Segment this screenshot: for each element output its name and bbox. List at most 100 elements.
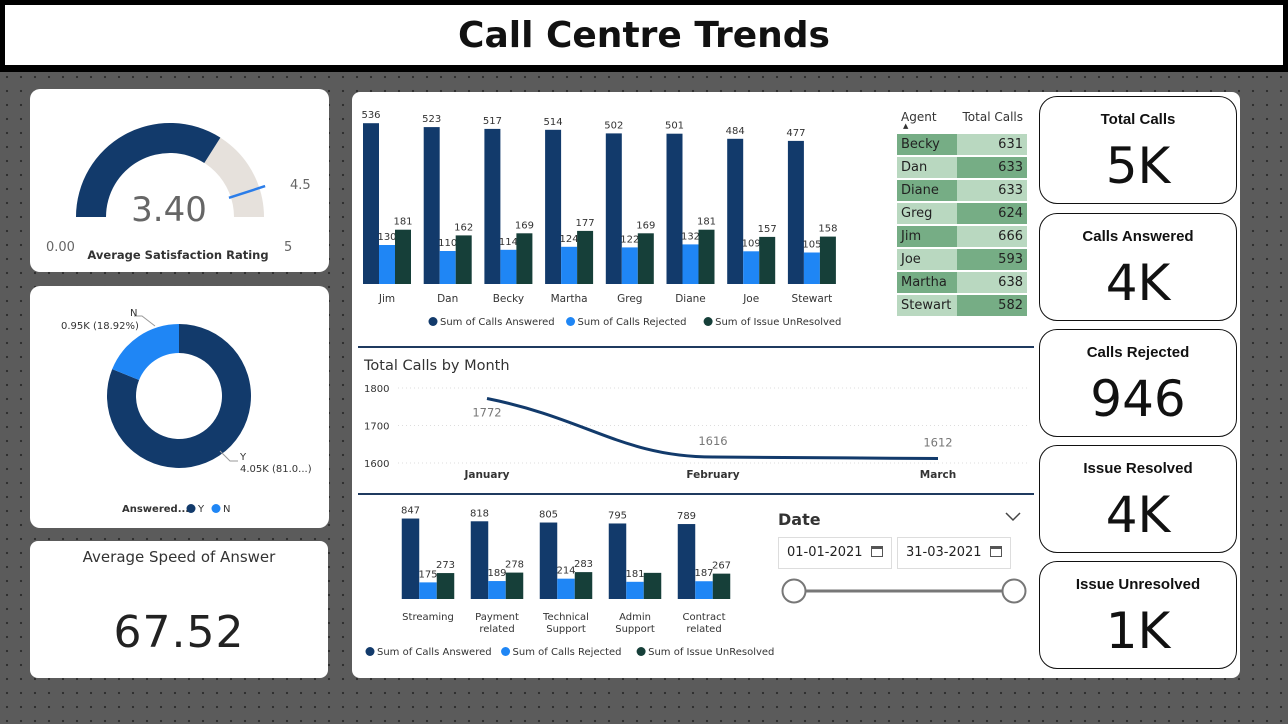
agent-bar[interactable] (545, 129, 562, 284)
table-row[interactable]: Jim 666 (897, 225, 1027, 249)
agent-bar[interactable] (605, 133, 622, 284)
table-row[interactable]: Greg 624 (897, 202, 1027, 226)
calendar-icon[interactable] (990, 546, 1002, 557)
donut-n-value: 0.95K (18.92%) (61, 321, 139, 332)
agent-bar[interactable] (379, 245, 395, 284)
line-data-label: 1772 (472, 406, 501, 420)
agent-bar[interactable] (423, 127, 440, 284)
agent-bar[interactable] (759, 236, 776, 284)
agent-name-cell: Diane (897, 179, 957, 203)
legend-label[interactable]: Sum of Calls Rejected (513, 647, 622, 658)
slider-handle-start[interactable] (781, 578, 807, 604)
chevron-down-icon[interactable] (1004, 510, 1024, 524)
topic-bar[interactable] (488, 581, 506, 599)
agent-bar[interactable] (577, 230, 594, 284)
slider-handle-end[interactable] (1001, 578, 1027, 604)
agent-bar-chart[interactable]: 536 130 181 Jim 523 110 162 Dan 517 114 169 Becky 51… (361, 110, 837, 305)
date-end-input[interactable]: 31-03-2021 (897, 537, 1011, 569)
kpi-label: Issue Unresolved (1075, 576, 1201, 593)
donut-slice-y[interactable] (107, 324, 251, 468)
table-row[interactable]: Martha 638 (897, 271, 1027, 295)
date-range-slider[interactable] (778, 574, 1030, 608)
table-row[interactable]: Becky 631 (897, 134, 1027, 157)
topic-bar[interactable] (643, 572, 662, 599)
kpi-total-calls[interactable]: Total Calls 5K (1039, 96, 1237, 204)
agent-bar[interactable] (439, 251, 456, 284)
monthly-line-chart[interactable]: Total Calls by Month 1800 1700 1600 1772 Janu… (363, 358, 1028, 481)
topic-bar[interactable] (401, 518, 420, 599)
donut-legend-y[interactable]: Y (197, 504, 205, 515)
speed-card[interactable]: Average Speed of Answer 67.52 (30, 541, 328, 678)
agent-bar-label: 181 (697, 217, 716, 228)
topic-bar[interactable] (712, 573, 731, 599)
line-chart-title: Total Calls by Month (363, 358, 510, 374)
topic-bar[interactable] (419, 582, 437, 599)
table-header-total[interactable]: Total Calls (962, 110, 1024, 124)
agent-category-label: Stewart (792, 293, 833, 305)
table-row[interactable]: Joe 593 (897, 248, 1027, 272)
agent-bar[interactable] (455, 235, 472, 284)
agent-bar-label: 536 (361, 110, 380, 121)
topic-bar[interactable] (470, 521, 489, 599)
gauge-label: Average Satisfaction Rating (87, 248, 268, 262)
topic-bar-label: 267 (712, 561, 731, 572)
calendar-icon[interactable] (871, 546, 883, 557)
agent-category-label: Greg (617, 293, 642, 305)
donut-slice-n[interactable] (112, 324, 179, 380)
table-header-agent[interactable]: Agent ▲ (901, 110, 937, 130)
gauge-card[interactable]: 3.40 0.00 5 4.5 Average Satisfaction Rat… (30, 89, 329, 272)
agent-category-label: Dan (437, 293, 458, 305)
table-row[interactable]: Stewart 582 (897, 294, 1027, 318)
kpi-calls-rejected[interactable]: Calls Rejected 946 (1039, 329, 1237, 437)
agent-bar[interactable] (561, 246, 578, 284)
legend-label[interactable]: Sum of Calls Answered (377, 647, 492, 658)
agent-bar[interactable] (727, 138, 744, 284)
topic-bar-label: 795 (608, 510, 627, 521)
topic-bar-chart[interactable]: 847175273Streaming818189278Paymentrelate… (401, 506, 731, 635)
agent-bar[interactable] (666, 133, 683, 284)
topic-bar[interactable] (505, 572, 524, 599)
agent-bar[interactable] (637, 233, 654, 284)
kpi-label: Calls Rejected (1086, 344, 1190, 361)
agent-bar[interactable] (803, 252, 820, 285)
topic-bar[interactable] (677, 524, 696, 599)
legend-label[interactable]: Sum of Issue UnResolved (648, 647, 774, 658)
donut-legend-n[interactable]: N (223, 504, 230, 515)
agent-bar[interactable] (516, 233, 533, 284)
topic-bar-label: 789 (677, 511, 696, 522)
topic-bar[interactable] (574, 572, 593, 599)
donut-card[interactable]: N 0.95K (18.92%) Y 4.05K (81.0...) Answe… (30, 286, 329, 528)
agent-bar[interactable] (621, 247, 638, 284)
agent-bar[interactable] (682, 244, 699, 284)
agent-bar[interactable] (698, 229, 715, 284)
legend-label[interactable]: Sum of Calls Rejected (578, 317, 687, 328)
date-start-value: 01-01-2021 (787, 545, 863, 560)
table-row[interactable]: Dan 633 (897, 156, 1027, 180)
kpi-issue-unresolved[interactable]: Issue Unresolved 1K (1039, 561, 1237, 669)
total-calls-cell: 633 (956, 179, 1027, 203)
agent-bar[interactable] (787, 140, 804, 284)
agent-bar[interactable] (484, 128, 501, 284)
agent-bar[interactable] (395, 229, 411, 284)
topic-bar[interactable] (608, 523, 627, 599)
kpi-calls-answered[interactable]: Calls Answered 4K (1039, 213, 1237, 321)
line-series[interactable] (486, 397, 939, 460)
agent-bar[interactable] (363, 123, 379, 284)
agent-name-cell: Martha (897, 271, 957, 295)
agent-bar[interactable] (743, 251, 760, 284)
legend-label[interactable]: Sum of Issue UnResolved (715, 317, 841, 328)
topic-bar[interactable] (539, 522, 558, 599)
table-row[interactable]: Diane 633 (897, 179, 1027, 203)
agent-total-table[interactable]: Agent ▲ Total Calls Becky 631 Dan 633 Diane 63… (897, 108, 1027, 318)
kpi-issue-resolved[interactable]: Issue Resolved 4K (1039, 445, 1237, 553)
agent-bar[interactable] (500, 249, 517, 284)
topic-category-label: Streaming (402, 612, 454, 623)
donut-n-leader (134, 315, 156, 327)
date-start-input[interactable]: 01-01-2021 (778, 537, 892, 569)
topic-bar[interactable] (436, 573, 455, 599)
agent-bar[interactable] (819, 236, 836, 284)
topic-bar[interactable] (626, 581, 644, 599)
topic-bar[interactable] (557, 578, 575, 599)
legend-label[interactable]: Sum of Calls Answered (440, 317, 555, 328)
topic-bar[interactable] (695, 581, 713, 599)
